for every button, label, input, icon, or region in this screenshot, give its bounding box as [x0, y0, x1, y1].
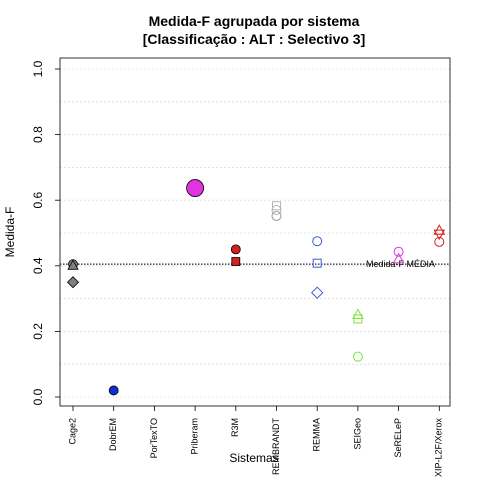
- data-point: [271, 205, 282, 216]
- x-tick-label: XIP-L2F/Xerox: [434, 418, 444, 478]
- y-tick-label: 0.2: [31, 323, 45, 340]
- x-tick-label: PorTexTO: [149, 418, 159, 458]
- data-point: [312, 236, 323, 247]
- data-point: [393, 246, 404, 257]
- y-axis-label: Medida-F: [3, 207, 17, 258]
- data-point: [67, 259, 79, 270]
- data-point: [271, 210, 282, 221]
- x-tick-label: Priberam: [189, 418, 199, 455]
- data-point: [352, 351, 363, 362]
- data-point: [231, 257, 241, 266]
- y-tick-label: 0.4: [31, 257, 45, 274]
- data-point: [108, 385, 119, 396]
- y-tick-label: 0.0: [31, 388, 45, 405]
- x-tick-label: R3M: [230, 418, 240, 437]
- data-point: [433, 229, 446, 241]
- data-point: [353, 314, 363, 324]
- chart-title: Medida-F agrupada por sistema: [149, 13, 360, 29]
- y-axis: 0.0 0.2 0.4 0.6 0.8 1.0: [31, 60, 60, 405]
- data-points: [66, 179, 446, 396]
- data-point: [186, 179, 205, 197]
- reference-line-label: Medida-F MÉDIA: [366, 259, 435, 269]
- x-tick-label: SEIGeo: [352, 418, 362, 450]
- data-point: [310, 286, 324, 299]
- y-tick-label: 0.6: [31, 192, 45, 209]
- x-tick-label: REMMA: [312, 418, 322, 452]
- x-axis-label: Sistemas: [229, 451, 278, 465]
- x-tick-label: DobrEM: [108, 418, 118, 451]
- grid-lines: [60, 68, 450, 398]
- reference-line-group: Medida-F MÉDIA: [60, 259, 450, 269]
- x-tick-label: REMBRANDT: [271, 418, 281, 476]
- data-point: [230, 244, 241, 255]
- plot-frame: [59, 57, 451, 407]
- x-tick-label: SeRELeP: [393, 418, 403, 458]
- y-tick-label: 1.0: [31, 60, 45, 77]
- chart-subtitle: [Classificação : ALT : Selectivo 3]: [143, 31, 366, 47]
- data-point: [392, 252, 405, 264]
- data-point: [272, 201, 281, 211]
- data-point: [66, 276, 80, 289]
- data-point: [434, 236, 445, 247]
- x-tick-label: Cage2: [67, 418, 77, 445]
- x-axis: Cage2 DobrEM PorTexTO Priberam R3M REMBRANDT R…: [67, 406, 444, 478]
- data-point: [352, 308, 364, 319]
- data-point: [312, 258, 322, 268]
- y-tick-label: 0.8: [31, 126, 45, 143]
